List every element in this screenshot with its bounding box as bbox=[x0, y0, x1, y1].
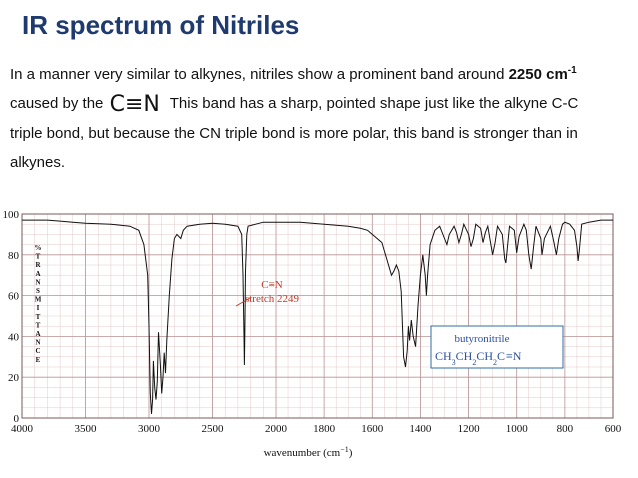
x-tick-label: 4000 bbox=[11, 423, 34, 435]
body-paragraph: In a manner very similar to alkynes, nit… bbox=[10, 56, 632, 177]
x-axis-label: wavenumber (cm−1) bbox=[264, 445, 353, 460]
compound-legend-box: butyronitrile CH3CH2CH2C≡N bbox=[430, 325, 564, 369]
paragraph-line-4: alkynes. bbox=[10, 154, 66, 171]
y-tick-label: 100 bbox=[3, 209, 20, 221]
spectrum-trace bbox=[22, 219, 613, 414]
cn-stretch-annotation: C≡N stretch 2249 bbox=[235, 279, 300, 307]
x-tick-label: 2500 bbox=[202, 423, 225, 435]
compound-name: butyronitrile bbox=[455, 333, 510, 345]
y-tick-labels: 0 20 40 60 80 100 bbox=[3, 209, 20, 425]
cn-triple-bond-symbol: C≡N bbox=[109, 92, 160, 117]
x-tick-label: 2000 bbox=[265, 423, 288, 435]
annotation-pointer bbox=[235, 297, 251, 307]
y-axis-label-letter: A bbox=[35, 330, 40, 338]
y-axis-label-letter: M bbox=[35, 296, 42, 304]
x-tick-label: 1600 bbox=[361, 423, 384, 435]
compound-formula: CH3CH2CH2C≡N bbox=[435, 349, 522, 367]
y-axis-label-letter: % bbox=[35, 244, 42, 252]
y-axis-label-letter: T bbox=[36, 321, 41, 329]
paragraph-line-2: caused by the C≡N This band has a sharp,… bbox=[10, 89, 632, 119]
x-tick-label: 1800 bbox=[313, 423, 336, 435]
x-tick-label: 1200 bbox=[458, 423, 481, 435]
x-tick-labels: 4000 3500 3000 2500 2000 1800 1600 1400 1200 1000… bbox=[11, 423, 622, 435]
x-tick-label: 3500 bbox=[75, 423, 98, 435]
grid-layer bbox=[21, 213, 614, 419]
y-axis-label-letter: N bbox=[35, 339, 40, 347]
y-axis-label-letter: S bbox=[36, 287, 40, 295]
legend-border bbox=[430, 325, 564, 369]
y-axis-label-letter: I bbox=[37, 304, 40, 312]
y-axis-label-letter: R bbox=[35, 261, 41, 269]
line1-text: In a manner very similar to alkynes, nit… bbox=[10, 66, 509, 83]
x-tick-label: 600 bbox=[605, 423, 622, 435]
annotation-cn: C≡N bbox=[261, 279, 283, 291]
y-tick-label: 20 bbox=[8, 372, 20, 384]
y-axis-label-letter: T bbox=[36, 313, 41, 321]
y-axis-label-letter: C bbox=[35, 347, 40, 355]
paragraph-line-1: In a manner very similar to alkynes, nit… bbox=[10, 56, 632, 89]
line2-post: This band has a sharp, pointed shape jus… bbox=[169, 95, 579, 112]
slide-title: IR spectrum of Nitriles bbox=[22, 10, 300, 40]
annotation-stretch: stretch 2249 bbox=[245, 293, 300, 305]
y-axis-label-letter: T bbox=[36, 253, 41, 261]
wavenumber-unit-superscript: -1 bbox=[567, 65, 577, 76]
x-tick-label: 3000 bbox=[138, 423, 161, 435]
y-tick-label: 60 bbox=[8, 291, 20, 303]
line2-pre: caused by the bbox=[10, 95, 104, 112]
ir-spectrum-chart: 0 20 40 60 80 100 4000 3500 3000 2500 2000 1800 160… bbox=[0, 200, 638, 470]
y-axis-label-letter: N bbox=[35, 278, 40, 286]
y-tick-label: 40 bbox=[8, 331, 20, 343]
x-tick-label: 1400 bbox=[409, 423, 432, 435]
y-tick-label: 0 bbox=[14, 413, 20, 425]
y-axis-label-letter: A bbox=[35, 270, 40, 278]
wavenumber-value: 2250 cm bbox=[508, 66, 568, 83]
plot-frame bbox=[21, 213, 614, 419]
y-axis-label-letter: E bbox=[36, 356, 41, 364]
x-tick-label: 800 bbox=[557, 423, 574, 435]
paragraph-line-3: triple bond, but because the CN triple b… bbox=[10, 125, 578, 142]
y-tick-label: 80 bbox=[8, 250, 20, 262]
x-tick-label: 1000 bbox=[506, 423, 529, 435]
